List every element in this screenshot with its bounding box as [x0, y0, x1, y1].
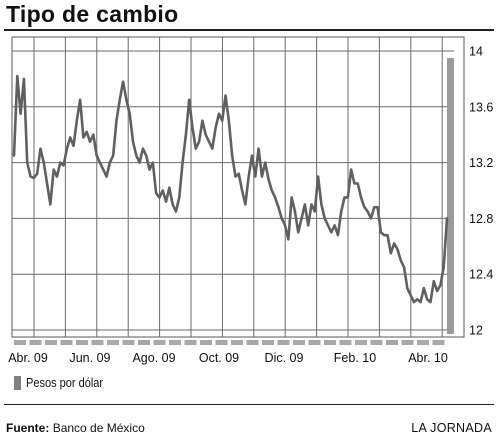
plot-frame [11, 36, 465, 338]
legend-label: Pesos por dólar [26, 376, 104, 390]
baseline-dash [246, 340, 259, 345]
baseline-dash [215, 340, 228, 345]
x-tick-label: Jun. 09 [69, 351, 110, 365]
y-tick-label: 13.6 [469, 100, 493, 114]
baseline-dash [401, 340, 414, 345]
baseline-dash [91, 340, 104, 345]
x-axis-ticks: Abr. 09 Jun. 09 Ago. 09 Oct. 09 Dic. 09 Feb. … [8, 351, 448, 365]
x-tick-label: Abr. 10 [408, 351, 448, 365]
x-tick-label: Feb. 10 [334, 351, 376, 365]
footer-rule [4, 404, 494, 405]
baseline-dash [432, 340, 445, 345]
footer-brand: LA JORNADA [411, 421, 492, 435]
legend-swatch [14, 376, 21, 390]
baseline-dash [14, 340, 26, 345]
x-tick-label: Abr. 09 [8, 351, 48, 365]
horizontal-gridlines [12, 50, 454, 331]
source-label: Fuente: [6, 421, 50, 435]
y-tick-label: 12.4 [469, 268, 493, 282]
baseline-dashes [14, 340, 445, 345]
baseline-dash [29, 340, 42, 345]
baseline-dash [308, 340, 321, 345]
legend: Pesos por dólar [14, 376, 114, 390]
x-tick-label: Dic. 09 [265, 351, 304, 365]
x-tick-label: Ago. 09 [132, 351, 175, 365]
y-tick-label: 12 [469, 324, 483, 338]
chart-title: Tipo de cambio [6, 1, 179, 27]
baseline-dash [293, 340, 305, 345]
baseline-dash [107, 340, 119, 345]
vertical-gridlines [33, 37, 443, 337]
baseline-dash [324, 340, 336, 345]
baseline-dash [138, 340, 150, 345]
baseline-dash [76, 340, 88, 345]
baseline-dash [60, 340, 73, 345]
x-tick-label: Oct. 09 [199, 351, 239, 365]
baseline-dash [417, 340, 429, 345]
baseline-dash [45, 340, 57, 345]
right-value-bar [447, 57, 454, 334]
title-rule [4, 29, 494, 31]
footer-source: Fuente: Banco de México [6, 421, 145, 435]
baseline-dash [184, 340, 197, 345]
source-value: Banco de México [52, 421, 145, 435]
baseline-dash [122, 340, 135, 345]
baseline-dash [277, 340, 290, 345]
baseline-dash [339, 340, 352, 345]
baseline-dash [262, 340, 274, 345]
baseline-dash [386, 340, 398, 345]
baseline-dash [200, 340, 212, 345]
series-line-pesos-por-dolar [12, 74, 449, 304]
baseline-dash [231, 340, 243, 345]
baseline-dash [355, 340, 367, 345]
y-tick-label: 12.8 [469, 212, 493, 226]
baseline-dash [370, 340, 383, 345]
y-tick-label: 14 [469, 44, 483, 58]
baseline-dash [153, 340, 166, 345]
y-axis-ticks: 12 12.4 12.8 13.2 13.6 14 [469, 44, 493, 337]
baseline-dash [169, 340, 181, 345]
y-tick-label: 13.2 [469, 156, 493, 170]
